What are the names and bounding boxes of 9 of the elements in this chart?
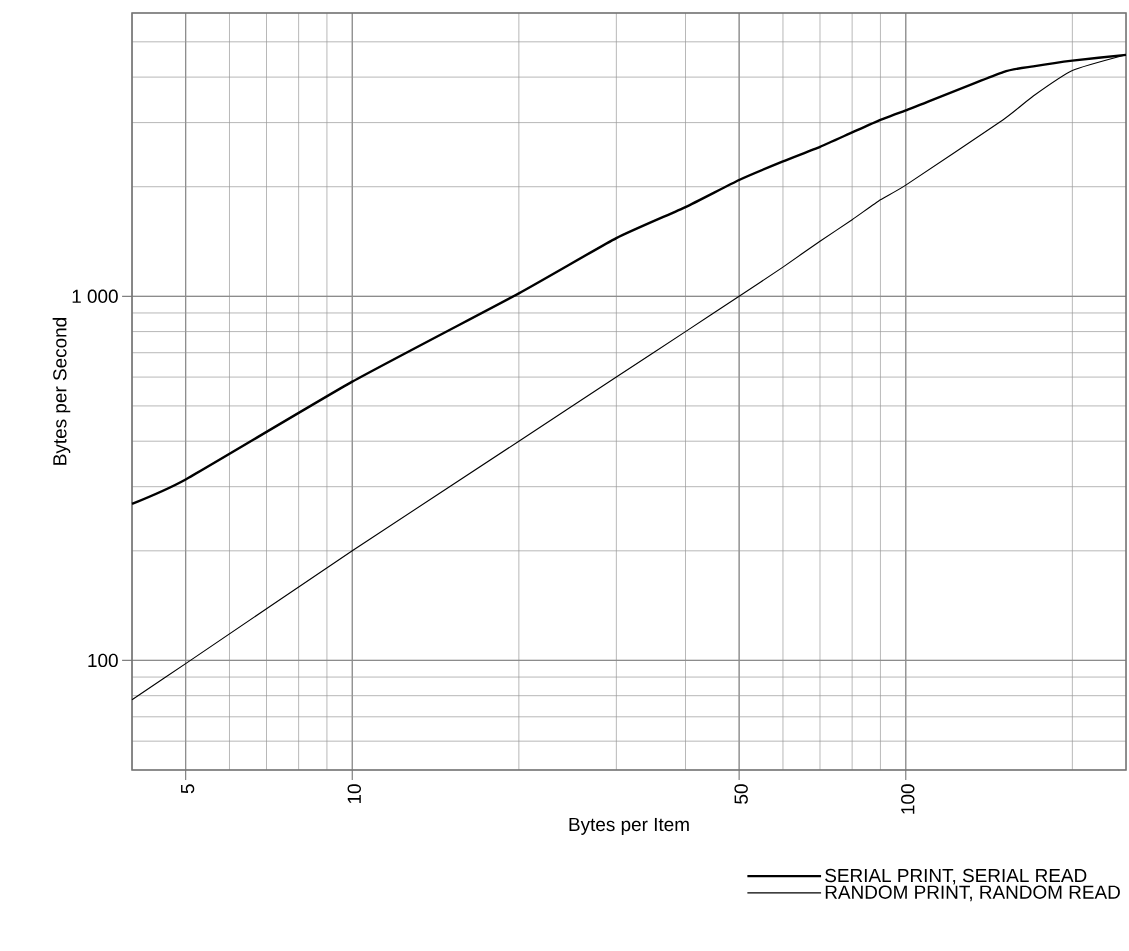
legend-label: SERIAL PRINT, SERIAL READ	[825, 868, 1087, 885]
x-tick-label: 10	[347, 784, 361, 804]
x-tick-label: 50	[734, 784, 748, 804]
x-tick-label: 5	[181, 784, 195, 794]
y-axis-title: Bytes per Second	[52, 318, 71, 465]
y-tick-label: 1 000	[72, 289, 118, 304]
legend-label: RANDOM PRINT, RANDOM READ	[825, 885, 1120, 902]
x-axis-title: Bytes per Item	[569, 817, 689, 835]
x-tick-label: 100	[901, 784, 915, 814]
